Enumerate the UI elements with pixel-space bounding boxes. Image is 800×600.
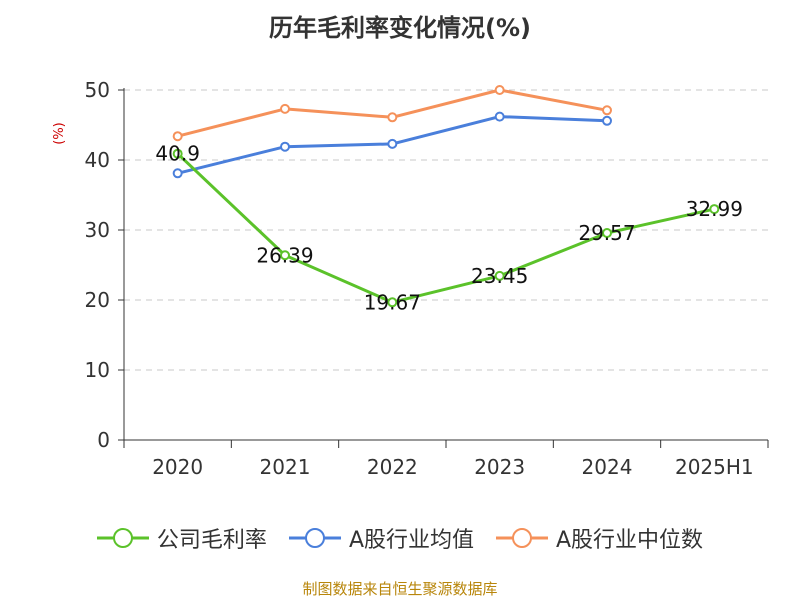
legend: 公司毛利率 A股行业均值 A股行业中位数 — [0, 520, 800, 556]
x-tick-label: 2020 — [152, 455, 203, 479]
legend-item[interactable]: 公司毛利率 — [96, 522, 267, 554]
data-point — [387, 297, 398, 308]
data-label: 32.99 — [686, 197, 743, 221]
data-point — [494, 270, 505, 281]
data-point — [172, 148, 183, 159]
data-point — [494, 85, 505, 95]
data-point — [280, 103, 290, 114]
gridlines — [124, 89, 768, 371]
data-point — [172, 168, 183, 179]
x-tick-label: 2023 — [474, 455, 525, 479]
data-point — [280, 141, 290, 152]
x-tick-label: 2021 — [260, 455, 311, 479]
data-point — [602, 105, 612, 116]
axes: 0 10 20 30 40 50 2020 2021 2022 2023 2024 2025H1 — [85, 78, 769, 479]
y-tick-label: 10 — [85, 358, 110, 382]
data-point — [280, 250, 290, 261]
data-point — [602, 228, 612, 239]
legend-item[interactable]: A股行业均值 — [288, 522, 474, 554]
data-point — [387, 112, 398, 123]
chart-plot: 0 10 20 30 40 50 2020 2021 2022 2023 2024 2025H1 40… — [85, 78, 769, 479]
data-label: 40.9 — [155, 142, 200, 166]
legend-swatch-icon — [496, 528, 548, 548]
x-tick-label: 2025H1 — [675, 455, 754, 479]
y-tick-label: 20 — [85, 288, 110, 312]
data-point — [387, 138, 398, 149]
x-tick-label: 2022 — [367, 455, 418, 479]
data-label: 19.67 — [364, 290, 421, 314]
series-layer — [172, 85, 720, 308]
data-label: 23.45 — [471, 264, 528, 288]
x-tick-label: 2024 — [582, 455, 633, 479]
data-label: 29.57 — [578, 221, 635, 245]
data-labels: 40.9 26.39 19.67 23.45 29.57 32.99 — [155, 142, 743, 315]
legend-label: A股行业中位数 — [556, 528, 704, 553]
series-line-0 — [176, 152, 715, 304]
y-tick-label: 40 — [85, 148, 110, 172]
chart-title: 历年毛利率变化情况(%) — [269, 14, 531, 42]
y-tick-label: 0 — [97, 428, 110, 452]
legend-label: A股行业均值 — [348, 528, 474, 553]
source-note: 制图数据来自恒生聚源数据库 — [302, 580, 498, 598]
y-tick-label: 50 — [85, 78, 110, 102]
data-point — [494, 111, 505, 122]
legend-swatch-icon — [96, 528, 149, 548]
legend-item[interactable]: A股行业中位数 — [496, 522, 703, 554]
legend-label: 公司毛利率 — [156, 528, 267, 553]
y-tick-label: 30 — [85, 218, 110, 242]
data-point — [172, 131, 183, 142]
data-point — [709, 204, 720, 215]
data-label: 26.39 — [256, 243, 313, 267]
data-point — [602, 115, 612, 126]
legend-swatch-icon — [288, 528, 341, 548]
